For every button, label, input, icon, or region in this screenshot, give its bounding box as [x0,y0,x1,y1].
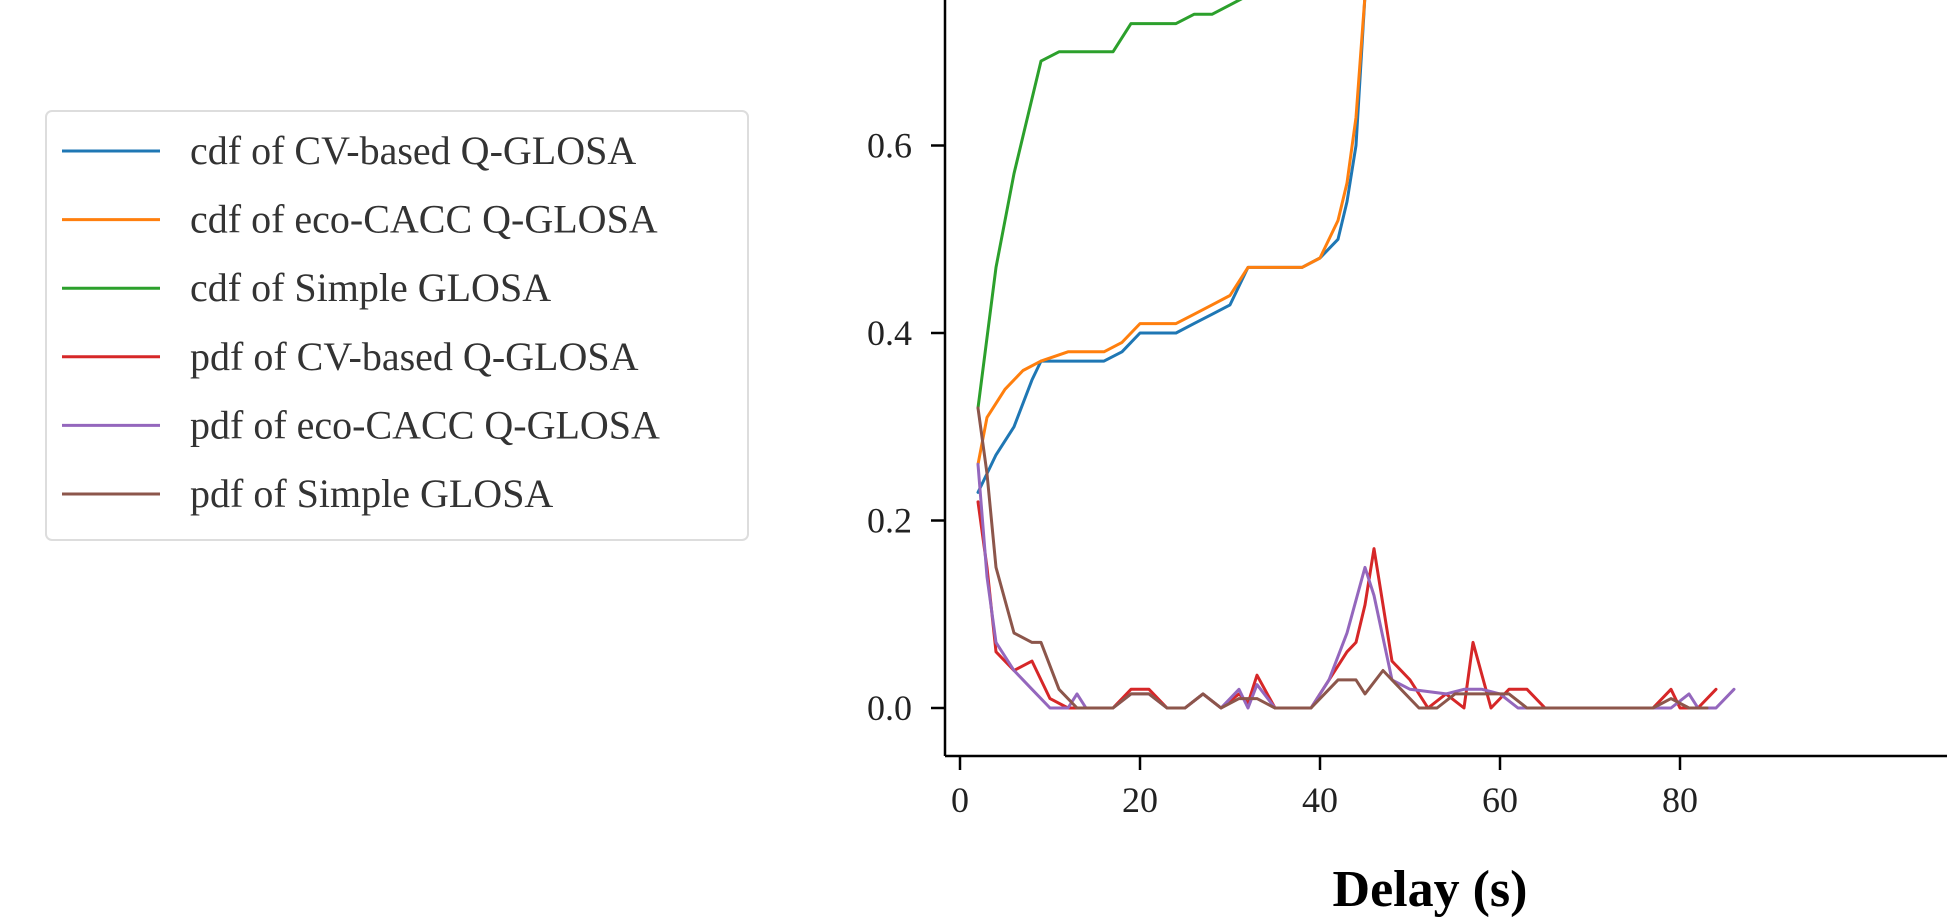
x-axis-label: Delay (s) [1333,861,1528,918]
series-line-0 [976,0,1367,494]
x-tick-label: 20 [1122,780,1158,820]
legend-frame [45,110,749,541]
legend-label-1: cdf of eco-CACC Q-GLOSA [190,197,658,242]
series-line-2 [976,0,1243,410]
legend-label-3: pdf of CV-based Q-GLOSA [190,334,639,379]
series-line-1 [976,0,1367,466]
y-tick-label: 0.2 [867,501,912,541]
y-tick-label: 0.0 [867,688,912,728]
y-tick-label: 0.6 [867,126,912,166]
legend-label-2: cdf of Simple GLOSA [190,265,551,310]
x-tick-label: 80 [1662,780,1698,820]
legend-label-5: pdf of Simple GLOSA [190,471,553,516]
plot-area: 0 20 40 60 80 0.0 0.2 0.4 0.6 [867,0,1947,820]
series-line-5 [976,406,1709,710]
legend-label-0: cdf of CV-based Q-GLOSA [190,128,636,173]
y-tick-label: 0.4 [867,313,912,353]
series-line-4 [976,462,1736,710]
x-tick-label: 0 [951,780,969,820]
x-tick-label: 40 [1302,780,1338,820]
legend: cdf of CV-based Q-GLOSA cdf of eco-CACC Q… [45,110,749,541]
x-tick-label: 60 [1482,780,1518,820]
legend-label-4: pdf of eco-CACC Q-GLOSA [190,402,660,447]
